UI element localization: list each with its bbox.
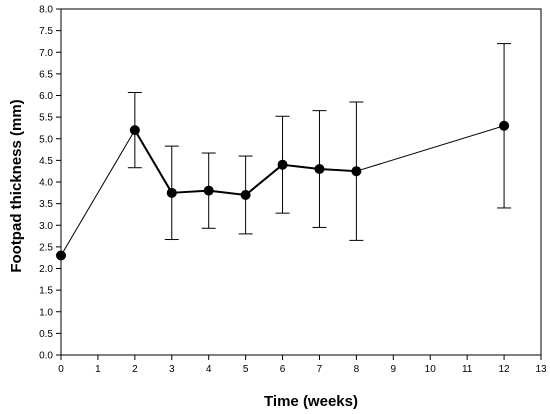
y-tick-label: 3.0: [39, 221, 53, 232]
plot-frame: [60, 8, 542, 356]
y-tick-label: 6.5: [39, 69, 53, 80]
y-tick-label: 8.0: [39, 5, 53, 16]
data-point: [203, 185, 214, 196]
x-tick-label: 3: [169, 364, 175, 375]
x-tick-label: 1: [95, 364, 101, 375]
y-tick-label: 4.5: [39, 156, 53, 167]
y-tick-label: 0.5: [39, 329, 53, 340]
x-tick-label: 9: [391, 364, 397, 375]
y-tick-label: 3.5: [39, 199, 53, 210]
y-axis-title: Footpad thickness (mm): [8, 99, 25, 272]
y-tick-label: 2.0: [39, 264, 53, 275]
data-point: [166, 187, 177, 198]
x-tick-label: 11: [462, 364, 473, 375]
x-tick-label: 6: [280, 364, 286, 375]
y-tick-label: 2.5: [39, 242, 53, 253]
x-tick-label: 10: [425, 364, 437, 375]
series-line-segment: [319, 168, 357, 173]
series-line-segment: [282, 163, 320, 171]
x-tick-label: 12: [499, 364, 511, 375]
series-line-segment: [171, 189, 209, 194]
data-point: [240, 189, 251, 200]
data-point: [314, 164, 325, 175]
x-tick-label: 8: [354, 364, 360, 375]
data-point: [277, 159, 288, 170]
data-point: [129, 125, 140, 136]
data-point: [351, 166, 362, 177]
series-line-segment: [133, 129, 173, 194]
y-tick-label: 0.0: [39, 351, 53, 362]
x-axis-title: Time (weeks): [264, 393, 358, 410]
y-tick-label: 7.0: [39, 48, 53, 59]
y-tick-label: 5.5: [39, 113, 53, 124]
data-point: [499, 120, 510, 131]
x-tick-label: 2: [132, 364, 138, 375]
y-tick-label: 6.0: [39, 91, 53, 102]
x-tick-label: 5: [243, 364, 249, 375]
x-tick-label: 13: [535, 364, 547, 375]
ticks-layer: 0.0 0.5 1.0 1.5 2.0 2.5 3.0 3.5 4.0 4.5 5.0 5.5 6.0 6…: [39, 5, 547, 376]
series-line-segment: [208, 189, 246, 196]
y-tick-label: 1.5: [39, 286, 53, 297]
y-tick-label: 7.5: [39, 26, 53, 37]
series-line-segment: [356, 125, 505, 172]
series-line-segment: [60, 129, 136, 256]
y-tick-label: 1.0: [39, 307, 53, 318]
x-tick-label: 4: [206, 364, 212, 375]
series-line-segment: [244, 163, 284, 196]
y-tick-label: 5.0: [39, 134, 53, 145]
y-tick-label: 4.0: [39, 178, 53, 189]
x-tick-label: 7: [317, 364, 323, 375]
x-tick-label: 0: [58, 364, 64, 375]
series-layer: [56, 43, 512, 261]
